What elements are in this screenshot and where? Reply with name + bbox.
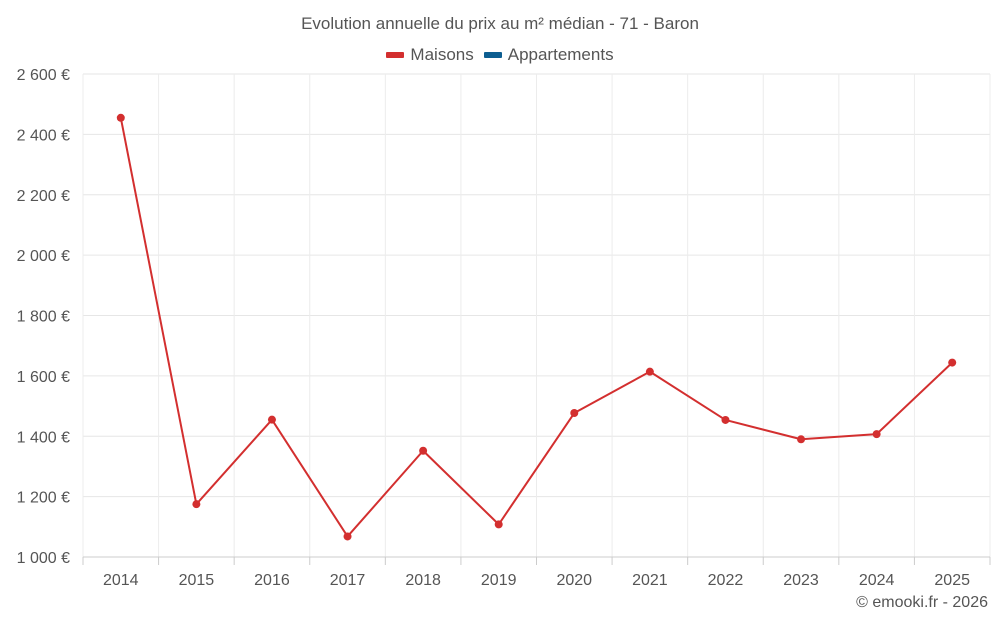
y-tick-label: 2 200 € <box>17 188 70 205</box>
x-tick-label: 2014 <box>103 572 139 589</box>
data-point[interactable] <box>721 415 730 424</box>
x-tick-label: 2025 <box>934 572 970 589</box>
y-tick-label: 1 800 € <box>17 309 70 326</box>
x-axis: 2014 2015 2016 2017 2018 2019 2020 2021 2022 2023… <box>82 556 991 589</box>
legend-label-maisons: Maisons <box>410 45 474 64</box>
x-tick-label: 2020 <box>556 572 592 589</box>
x-tick-label: 2018 <box>405 572 441 589</box>
data-point[interactable] <box>343 532 352 541</box>
x-tick-label: 2024 <box>859 572 895 589</box>
legend: Maisons Appartements <box>0 45 1000 65</box>
y-tick-label: 1 200 € <box>17 490 70 507</box>
legend-swatch-appartements <box>483 52 502 58</box>
data-point[interactable] <box>948 358 957 367</box>
data-point[interactable] <box>570 409 579 418</box>
data-point[interactable] <box>872 430 881 439</box>
legend-item-appartements[interactable]: Appartements <box>483 45 614 65</box>
data-point[interactable] <box>494 520 503 529</box>
legend-label-appartements: Appartements <box>507 45 614 64</box>
series-layer <box>116 113 957 541</box>
x-tick-label: 2015 <box>179 572 215 589</box>
grid <box>82 73 991 558</box>
data-point[interactable] <box>192 500 201 509</box>
y-tick-label: 1 600 € <box>17 369 70 386</box>
y-tick-label: 2 600 € <box>17 67 70 84</box>
x-tick-label: 2021 <box>632 572 668 589</box>
chart-title: Evolution annuelle du prix au m² médian … <box>301 14 699 33</box>
data-point[interactable] <box>116 113 125 122</box>
y-tick-label: 1 400 € <box>17 429 70 446</box>
data-point[interactable] <box>267 415 276 424</box>
credit-text: © emooki.fr - 2026 <box>856 594 988 611</box>
series-line-maisons <box>119 117 953 538</box>
legend-item-maisons[interactable]: Maisons <box>386 45 474 65</box>
data-point[interactable] <box>797 435 806 444</box>
x-tick-label: 2017 <box>330 572 366 589</box>
y-axis: 1 000 € 1 200 € 1 400 € 1 600 € 1 800 € 2 000… <box>17 67 70 567</box>
x-tick-label: 2022 <box>708 572 744 589</box>
x-tick-label: 2023 <box>783 572 819 589</box>
data-point[interactable] <box>419 446 428 455</box>
y-tick-label: 2 400 € <box>17 127 70 144</box>
data-point[interactable] <box>645 367 654 376</box>
legend-swatch-maisons <box>386 52 405 58</box>
y-tick-label: 2 000 € <box>17 248 70 265</box>
x-tick-label: 2019 <box>481 572 517 589</box>
x-tick-label: 2016 <box>254 572 290 589</box>
y-tick-label: 1 000 € <box>17 550 70 567</box>
